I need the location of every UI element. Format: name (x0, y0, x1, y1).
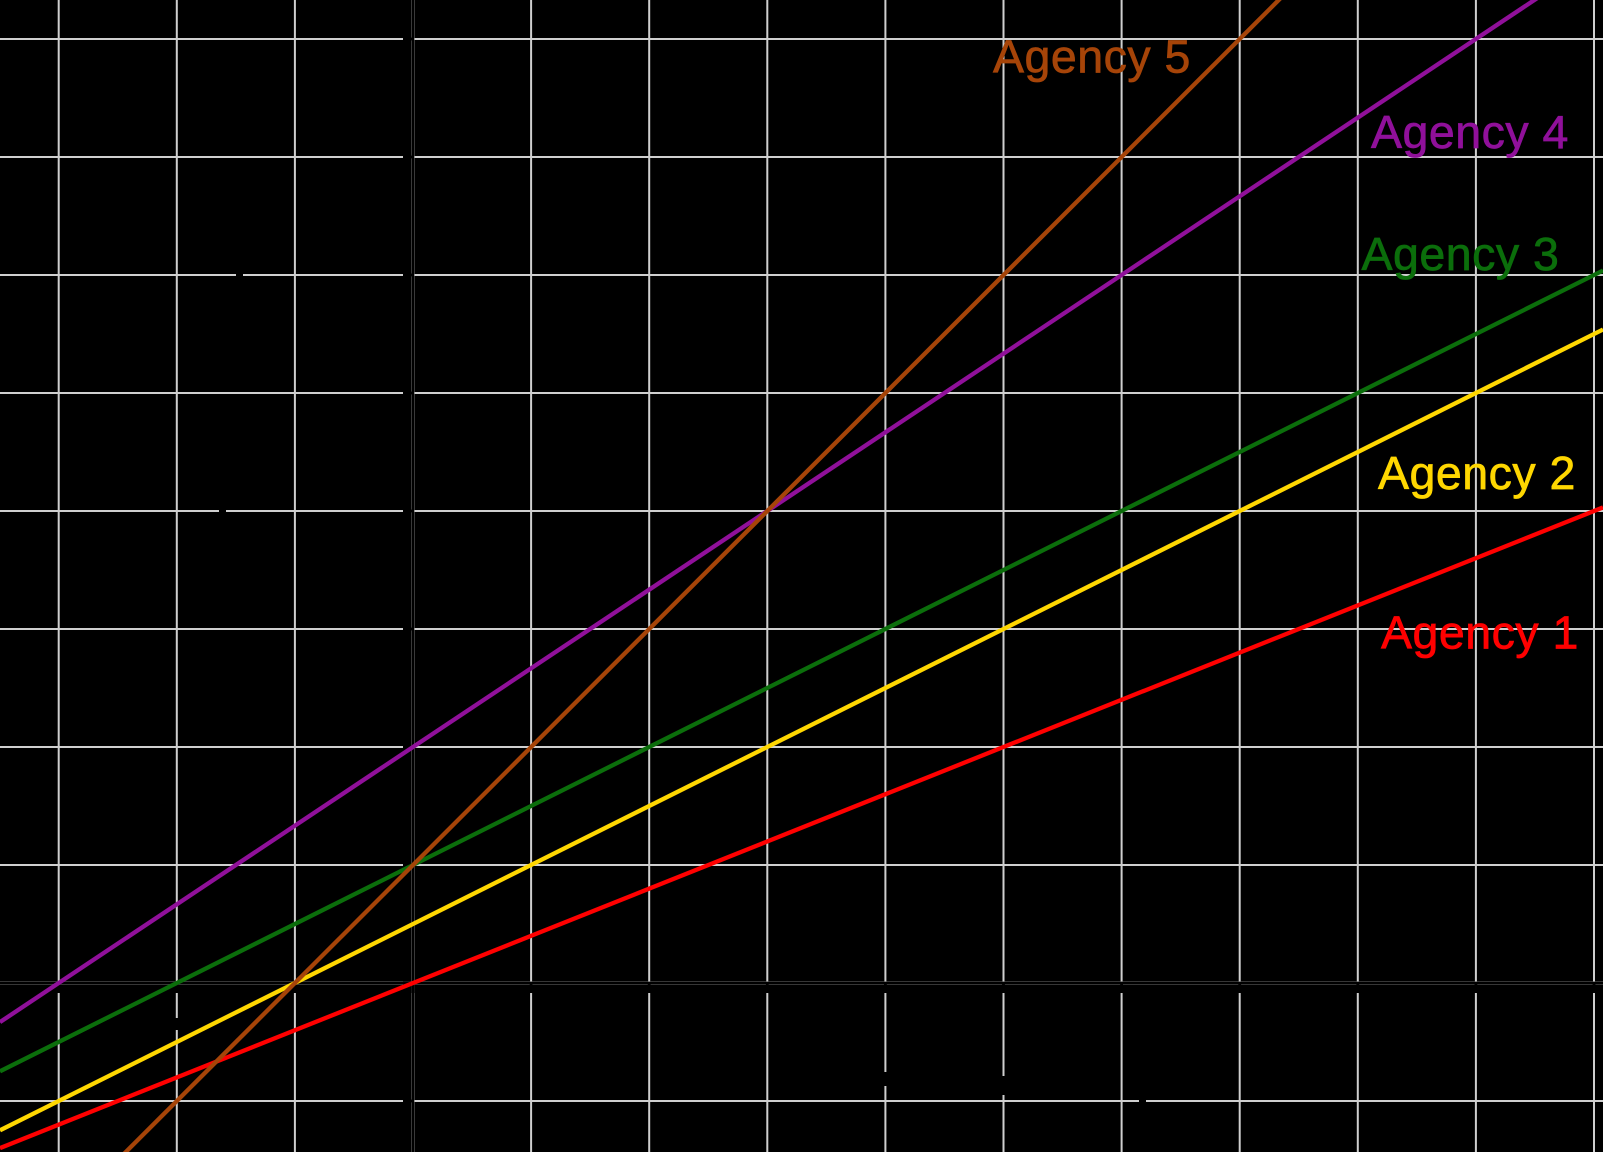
svg-text:Agency 3: Agency 3 (1362, 228, 1560, 280)
svg-text:Agency 2: Agency 2 (1378, 447, 1576, 499)
svg-text:Agency 4: Agency 4 (1371, 106, 1569, 158)
svg-text:Agency 5: Agency 5 (993, 31, 1191, 83)
svg-text:Agency 1: Agency 1 (1381, 606, 1579, 658)
